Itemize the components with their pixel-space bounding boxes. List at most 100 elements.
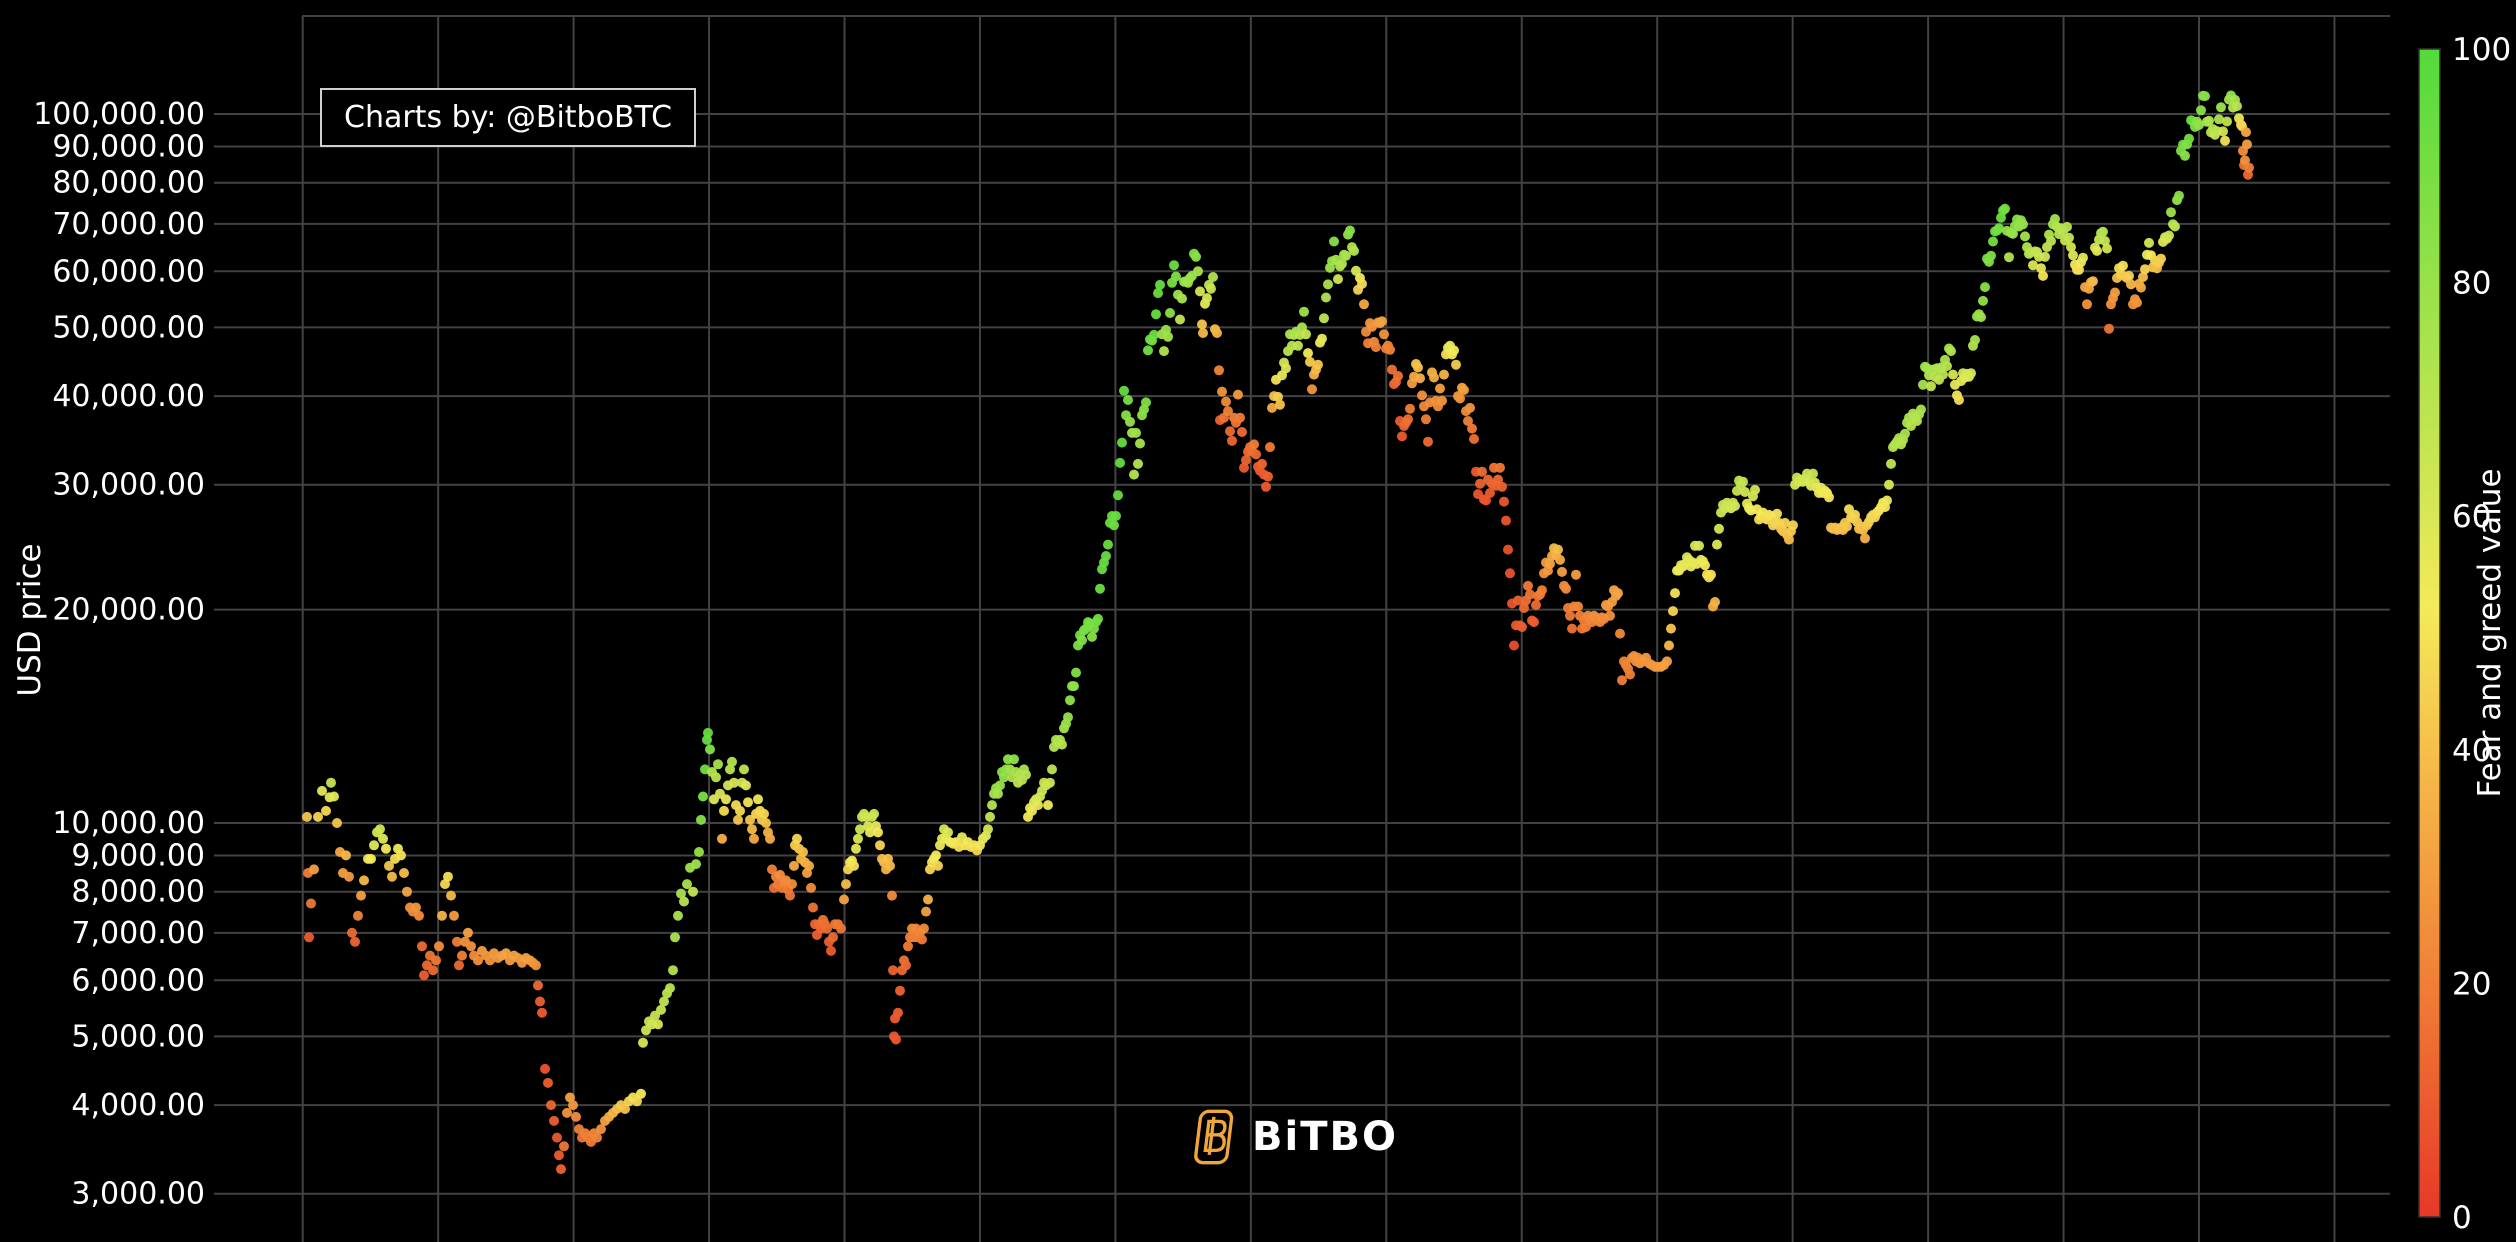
data-point bbox=[332, 818, 342, 828]
data-point bbox=[691, 859, 701, 870]
data-point bbox=[1784, 534, 1794, 545]
data-point bbox=[1415, 373, 1425, 384]
data-point bbox=[1986, 250, 1996, 261]
data-point bbox=[559, 1141, 569, 1152]
data-point bbox=[428, 965, 438, 976]
data-point bbox=[2196, 105, 2206, 116]
data-point bbox=[1221, 396, 1231, 407]
data-point bbox=[356, 890, 366, 901]
data-point bbox=[1198, 328, 1208, 338]
data-point bbox=[1573, 601, 1583, 612]
data-point bbox=[993, 788, 1003, 799]
data-point bbox=[1706, 569, 1716, 580]
data-point bbox=[1988, 236, 1998, 247]
data-point bbox=[1525, 589, 1535, 600]
data-point bbox=[2138, 272, 2148, 282]
data-point bbox=[1714, 523, 1724, 534]
data-point bbox=[2126, 279, 2136, 290]
data-point bbox=[552, 1132, 562, 1143]
data-point bbox=[1159, 346, 1169, 357]
data-point bbox=[1625, 669, 1635, 680]
data-point bbox=[1237, 427, 1247, 437]
data-point bbox=[434, 941, 444, 952]
data-point bbox=[1571, 569, 1581, 580]
data-point bbox=[836, 923, 846, 934]
data-point bbox=[321, 805, 331, 816]
data-point bbox=[725, 764, 735, 775]
data-point bbox=[983, 824, 993, 835]
data-point bbox=[656, 1004, 666, 1015]
data-point bbox=[903, 941, 913, 952]
data-point bbox=[851, 843, 861, 854]
data-point bbox=[2008, 228, 2018, 239]
data-point bbox=[2068, 250, 2078, 261]
data-point bbox=[1499, 496, 1509, 507]
y-tick-label: 20,000.00 bbox=[52, 593, 205, 628]
data-point bbox=[1217, 386, 1227, 397]
data-point bbox=[759, 808, 769, 819]
data-point bbox=[2222, 116, 2232, 127]
data-point bbox=[2088, 276, 2098, 287]
data-point bbox=[1966, 368, 1976, 379]
data-point bbox=[2074, 264, 2084, 275]
credit-text: Charts by: @BitboBTC bbox=[344, 100, 673, 135]
data-point bbox=[849, 860, 859, 871]
data-point bbox=[1519, 603, 1529, 613]
data-point bbox=[1303, 348, 1313, 359]
data-point bbox=[705, 744, 715, 755]
data-point bbox=[1994, 223, 2004, 234]
data-point bbox=[653, 1019, 663, 1030]
data-point bbox=[466, 941, 476, 952]
data-point bbox=[2118, 260, 2128, 271]
data-point bbox=[1125, 416, 1135, 427]
data-point bbox=[353, 910, 363, 921]
data-point bbox=[1954, 395, 1964, 405]
data-point bbox=[901, 960, 911, 971]
data-point bbox=[1403, 414, 1413, 425]
data-point bbox=[1153, 288, 1163, 299]
data-point bbox=[1513, 595, 1523, 606]
data-point bbox=[1135, 438, 1145, 449]
data-point bbox=[1980, 282, 1990, 293]
data-point bbox=[2124, 270, 2134, 281]
data-point bbox=[1195, 286, 1205, 297]
data-point bbox=[828, 932, 838, 943]
data-point bbox=[985, 811, 995, 822]
data-point bbox=[682, 879, 692, 890]
data-point bbox=[2004, 252, 2014, 263]
data-point bbox=[1459, 385, 1469, 395]
data-point bbox=[452, 936, 462, 947]
data-point bbox=[417, 941, 427, 952]
data-point bbox=[1193, 266, 1203, 277]
data-point bbox=[2082, 299, 2092, 310]
data-point bbox=[1239, 462, 1249, 473]
data-point bbox=[1437, 395, 1447, 406]
data-point bbox=[2241, 127, 2251, 138]
data-point bbox=[1191, 251, 1201, 262]
data-point bbox=[855, 824, 865, 835]
data-point bbox=[1129, 469, 1139, 480]
data-point bbox=[2050, 214, 2060, 224]
data-point bbox=[698, 791, 708, 802]
data-point bbox=[1523, 580, 1533, 591]
data-point bbox=[329, 791, 339, 802]
data-point bbox=[806, 882, 816, 893]
data-point bbox=[1267, 402, 1277, 413]
data-point bbox=[2232, 101, 2242, 112]
data-point bbox=[753, 794, 763, 805]
data-point bbox=[1421, 414, 1431, 425]
data-point bbox=[2180, 150, 2190, 161]
data-point bbox=[313, 811, 323, 822]
data-point bbox=[1485, 488, 1495, 498]
data-point bbox=[688, 886, 698, 897]
data-point bbox=[1225, 426, 1235, 437]
data-point bbox=[1617, 675, 1627, 686]
data-point bbox=[1101, 551, 1111, 561]
data-point bbox=[537, 1007, 547, 1018]
data-point bbox=[533, 980, 543, 991]
data-point bbox=[1561, 583, 1571, 594]
data-point bbox=[1449, 345, 1459, 356]
data-point bbox=[891, 1034, 901, 1045]
data-point bbox=[1119, 385, 1129, 396]
data-point bbox=[1387, 364, 1397, 375]
